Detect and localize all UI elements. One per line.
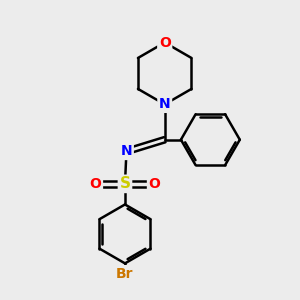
Text: O: O [159,35,171,50]
Text: Br: Br [116,267,134,281]
Text: O: O [148,177,160,191]
Text: O: O [90,177,101,191]
Text: N: N [159,98,170,111]
Text: S: S [119,176,130,191]
Text: N: N [121,145,132,158]
